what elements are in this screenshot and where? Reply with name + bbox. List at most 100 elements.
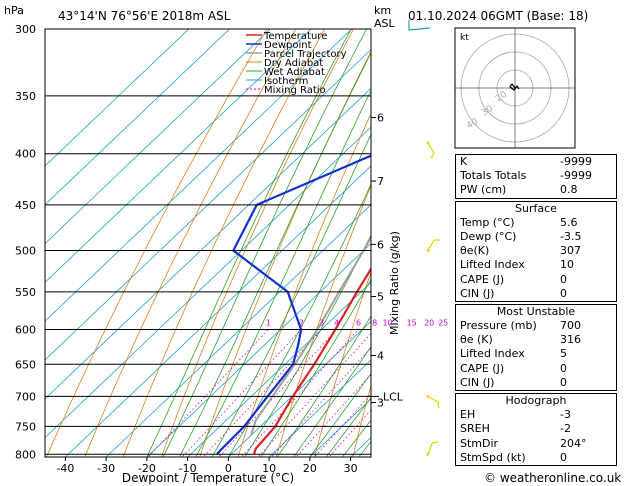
barb-base [426, 141, 430, 145]
barb-staff [427, 239, 435, 251]
mixing-ratio-label: 20 [424, 319, 434, 328]
mixing-ratio-line [240, 329, 359, 457]
top-wind-barb [408, 20, 431, 31]
index-row: Totals Totals -9999 [460, 169, 592, 183]
x-axis-title: Dewpoint / Temperature (°C) [122, 471, 294, 485]
barb-flag [437, 402, 440, 409]
mixing-ratio-label: 10 [382, 319, 392, 328]
hodo-row: SREH -2 [460, 422, 571, 436]
barb-base [426, 248, 430, 252]
mixing-ratio-label: 1 [266, 319, 271, 328]
legend-isotherm: Isotherm [264, 76, 308, 87]
isotherm-line [45, 48, 371, 361]
isotherm-line [45, 29, 312, 283]
dry-adiabat-line [122, 29, 326, 457]
wet-adiabat-line [260, 278, 371, 457]
wet-adiabat-line [179, 52, 371, 457]
pressure-tick-label: 800 [15, 448, 36, 461]
top-barb-shape [408, 20, 431, 31]
mixing-ratio-label: 15 [406, 319, 416, 328]
copyright: © weatheronline.co.uk [484, 471, 621, 485]
hodograph-trace [509, 82, 520, 91]
indices-box: K -9999 Totals Totals -9999 PW (cm) 0.8 [455, 154, 617, 199]
hodograph-stats-title: Hodograph [505, 394, 567, 407]
temp-tick-label: -40 [56, 462, 74, 475]
isotherm-line [45, 29, 190, 167]
barb-flag [430, 152, 435, 159]
mixing-ratio-label: 2 [299, 319, 304, 328]
km-tick-label: 5 [377, 291, 384, 304]
info-panel: K -9999 Totals Totals -9999 PW (cm) 0.8 Sur… [455, 154, 617, 468]
legend-mixing-ratio: Mixing Ratio [264, 85, 326, 96]
wet-adiabat-line [244, 234, 371, 457]
isotherm-line [187, 281, 371, 457]
legend-dewpoint: Dewpoint [264, 40, 312, 51]
wet-adiabat-line [309, 372, 371, 457]
surface-title: Surface [515, 201, 557, 215]
isotherm-line [45, 29, 271, 245]
location-title: 43°14'N 76°56'E 2018m ASL [58, 9, 231, 23]
temp-tick-label: -20 [138, 462, 156, 475]
barb-flag [433, 239, 440, 241]
hodo-row: EH -3 [460, 408, 571, 422]
km-label: km [374, 4, 391, 17]
wind-barb [426, 394, 440, 409]
temp-tick-label: 30 [344, 462, 358, 475]
temp-tick-label: -30 [97, 462, 115, 475]
mixing-ratio-line [295, 373, 371, 457]
asl-label: ASL [374, 17, 396, 30]
isotherm-line [45, 29, 231, 206]
barb-flag [431, 441, 438, 444]
surface-box: Surface Temp (°C) 5.6 Dewp (°C) -3.5 θe(K)… [455, 200, 617, 302]
index-row: K -9999 [460, 155, 592, 168]
dry-adiabat-line [84, 29, 297, 457]
mixing-ratio-line [181, 329, 302, 457]
unstable-row: CAPE (J) 0 [460, 361, 567, 375]
legend-dry-adiabat: Dry Adiabat [264, 58, 323, 69]
wet-adiabat-line [325, 397, 371, 457]
surface-row: Lifted Index 10 [460, 258, 574, 272]
mixing-ratio-label: 25 [438, 319, 448, 328]
mixing-ratio-line [202, 329, 322, 457]
hodo-row: StmDir 204° [460, 436, 587, 450]
km-tick-label: 6 [377, 238, 384, 251]
legend: Temperature Dewpoint Parcel Trajectory D… [246, 31, 347, 96]
pressure-tick-label: 700 [15, 390, 36, 403]
isotherm-line [45, 29, 353, 322]
barb-base [426, 452, 430, 456]
km-tick-label: 4 [377, 350, 384, 363]
temp-tick-label: 0 [225, 462, 232, 475]
legend-wet-adiabat: Wet Adiabat [264, 67, 325, 78]
isotherm-line [45, 87, 371, 400]
temp-tick-label: 20 [303, 462, 317, 475]
temp-tick-label: -10 [179, 462, 197, 475]
dry-adiabat-line [161, 29, 354, 457]
hodo-row: StmSpd (kt) 0 [460, 450, 567, 464]
wet-adiabat-line [293, 346, 371, 457]
isotherm-line [45, 126, 371, 439]
pressure-tick-label: 550 [15, 286, 36, 299]
barb-staff [427, 395, 439, 403]
barb-base [426, 394, 430, 398]
mixing-ratio-label: 8 [372, 319, 377, 328]
wet-adiabat-line [146, 29, 352, 457]
index-row: PW (cm) 0.8 [460, 183, 578, 197]
unstable-row: θe (K) 316 [460, 333, 581, 347]
temp-tick-label: 10 [262, 462, 276, 475]
unstable-row: CIN (J) 0 [460, 375, 567, 389]
wind-barb [426, 141, 435, 159]
mixing-ratio-label: 6 [356, 319, 361, 328]
lcl-label: LCL [383, 390, 404, 403]
mixing-ratio-label: 3 [319, 319, 324, 328]
axes: 1 2 3 4 6 8 10 15 20 2530035040045050055060065070… [15, 23, 448, 475]
pressure-tick-label: 750 [15, 420, 36, 433]
dry-adiabat-line [275, 184, 371, 457]
dry-adiabat-line [46, 29, 268, 457]
hpa-label: hPa [4, 4, 24, 17]
barb-staff [427, 442, 433, 455]
wind-barbs [408, 20, 440, 456]
wet-adiabat-line [228, 183, 371, 457]
legend-temperature: Temperature [263, 31, 327, 42]
most-unstable-title: Most Unstable [496, 304, 576, 318]
